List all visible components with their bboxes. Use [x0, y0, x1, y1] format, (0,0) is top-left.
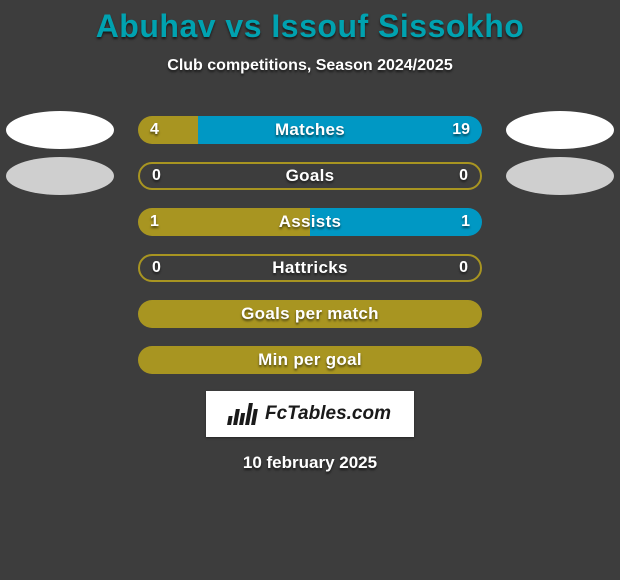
stat-row: 00Hattricks: [0, 245, 620, 291]
stat-bar: Goals per match: [138, 300, 482, 328]
player-right-avatar: [506, 157, 614, 195]
stat-bar: 11Assists: [138, 208, 482, 236]
brand-badge: FcTables.com: [206, 391, 414, 437]
stats-chart: 419Matches 00Goals 11Assists 00Hattricks Goa…: [0, 107, 620, 383]
footer-date: 10 february 2025: [0, 453, 620, 473]
stat-row: Goals per match: [0, 291, 620, 337]
stat-row: 00Goals: [0, 153, 620, 199]
stat-label: Goals per match: [138, 300, 482, 328]
player-left-avatar: [6, 157, 114, 195]
stat-label: Assists: [138, 208, 482, 236]
stat-row: 419Matches: [0, 107, 620, 153]
brand-logo-icon: [227, 403, 259, 425]
brand-text: FcTables.com: [265, 403, 391, 425]
stat-row: 11Assists: [0, 199, 620, 245]
player-left-avatar: [6, 111, 114, 149]
comparison-infographic: Abuhav vs Issouf Sissokho Club competiti…: [0, 0, 620, 580]
stat-bar: 00Hattricks: [138, 254, 482, 282]
stat-label: Goals: [140, 164, 480, 188]
player-right-avatar: [506, 111, 614, 149]
stat-bar: Min per goal: [138, 346, 482, 374]
stat-bar: 419Matches: [138, 116, 482, 144]
page-title: Abuhav vs Issouf Sissokho: [0, 8, 620, 45]
stat-label: Hattricks: [140, 256, 480, 280]
page-subtitle: Club competitions, Season 2024/2025: [0, 57, 620, 75]
stat-bar: 00Goals: [138, 162, 482, 190]
stat-label: Min per goal: [138, 346, 482, 374]
stat-row: Min per goal: [0, 337, 620, 383]
stat-label: Matches: [138, 116, 482, 144]
